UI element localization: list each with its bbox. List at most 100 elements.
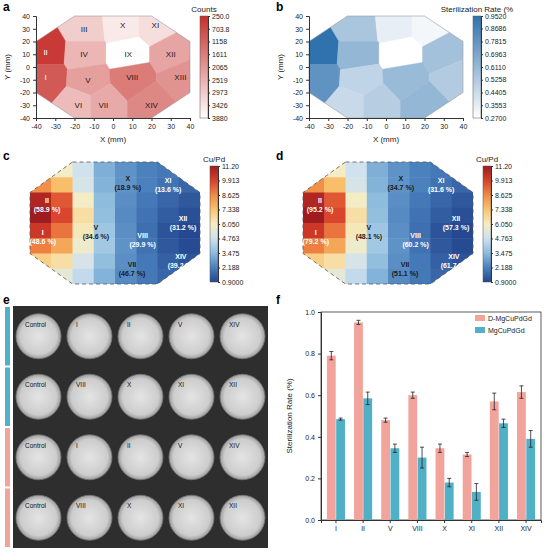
tick-mark [306,16,309,17]
tick-mark [491,253,493,254]
tick: 0.7815 [481,38,507,45]
tick: 0.6963 [481,51,507,58]
cell [303,269,325,285]
cell [136,223,158,239]
tick-mark [481,67,483,68]
tick: 1158 [208,38,227,45]
tick-label: 4.763 [222,235,240,242]
panel-label: b [276,0,283,14]
error-line [358,320,359,324]
cell [179,193,201,209]
cells [36,16,190,118]
error-cap [411,392,415,393]
tick-label: -10 [293,76,303,83]
error-line [422,447,423,468]
tick-mark [33,118,36,119]
tick-mark [208,118,210,119]
legend-swatch [475,315,485,321]
tick-label: I [335,525,337,532]
cell [346,162,368,178]
bars [327,320,535,520]
tick: I [335,520,337,532]
tick-mark [33,80,36,81]
error-cap [339,420,343,421]
tick: 10 [295,51,309,58]
tick-label: 30 [167,123,175,130]
tick: -10 [293,76,309,83]
axis-line [209,17,211,119]
tick-mark [498,520,499,523]
tick-mark [444,520,445,523]
figure: IIIXXIIIIVIXXIIIVVIIIXIIIVIVIIXIV-40-30-… [0,0,546,555]
tick-mark [208,29,210,30]
tick-mark [218,195,220,196]
tick: 40 [460,118,468,130]
tick-mark [386,118,387,121]
tick-mark [481,28,483,29]
tick: 20 [22,38,36,45]
region-label: XII [179,215,188,222]
cell [30,162,52,178]
cell-label: IX [125,50,133,59]
cell [91,84,128,118]
error-cap [492,409,496,410]
tick-mark [481,80,483,81]
cell-label: VIII [126,73,138,82]
tick: -20 [293,89,309,96]
tick: 3426 [208,102,228,109]
region-value: (29.9 %) [129,241,155,249]
tick: 6.050 [491,221,513,228]
dish-label: Control [25,442,47,449]
tick: V [388,520,393,532]
tick-mark [33,54,36,55]
cell-label: XII [166,50,176,59]
dish [169,435,214,480]
cell-label: I [45,73,47,82]
bar [499,423,508,520]
tick: -10 [362,118,372,130]
tick-mark [491,267,493,268]
panel-label: e [3,293,10,307]
tick-label: 3426 [212,102,228,109]
region-label: II [45,197,49,204]
dish [67,435,112,480]
tick-label: 0.6110 [485,64,506,71]
bar [354,322,363,520]
tick-mark [471,520,472,523]
cell [158,208,180,224]
dish [169,374,214,419]
cell [127,81,190,118]
error-cap [474,483,478,484]
tick-mark [218,267,220,268]
region-value: (31.2 %) [170,224,196,232]
tick: 1.0 [305,309,321,316]
bar [390,448,399,520]
error-cap [438,444,442,445]
error-cap [465,452,469,453]
error-bar [502,419,506,427]
cell [452,162,474,178]
tick: 703.8 [208,25,230,32]
tick: 6.050 [218,221,240,228]
tick-label: 10 [129,123,137,130]
error-line [331,352,332,360]
error-bar [519,386,523,398]
cell [409,193,431,209]
tick-mark [171,118,172,121]
region-value: (60.2 %) [402,241,428,249]
tick-mark [367,118,368,121]
error-cap [393,444,397,445]
tick: 0.3553 [481,102,507,109]
tick-mark [218,209,220,210]
tick-label: -30 [51,123,61,130]
tick-label: 30 [22,25,30,32]
tick: 10 [22,51,36,58]
error-line [467,452,468,456]
region-label: I [315,229,317,236]
tick-label: -20 [20,89,30,96]
dish [220,435,265,480]
tick: 3.475 [218,250,240,257]
error-line [385,418,386,422]
error-bar [411,392,415,398]
cell [115,254,137,270]
